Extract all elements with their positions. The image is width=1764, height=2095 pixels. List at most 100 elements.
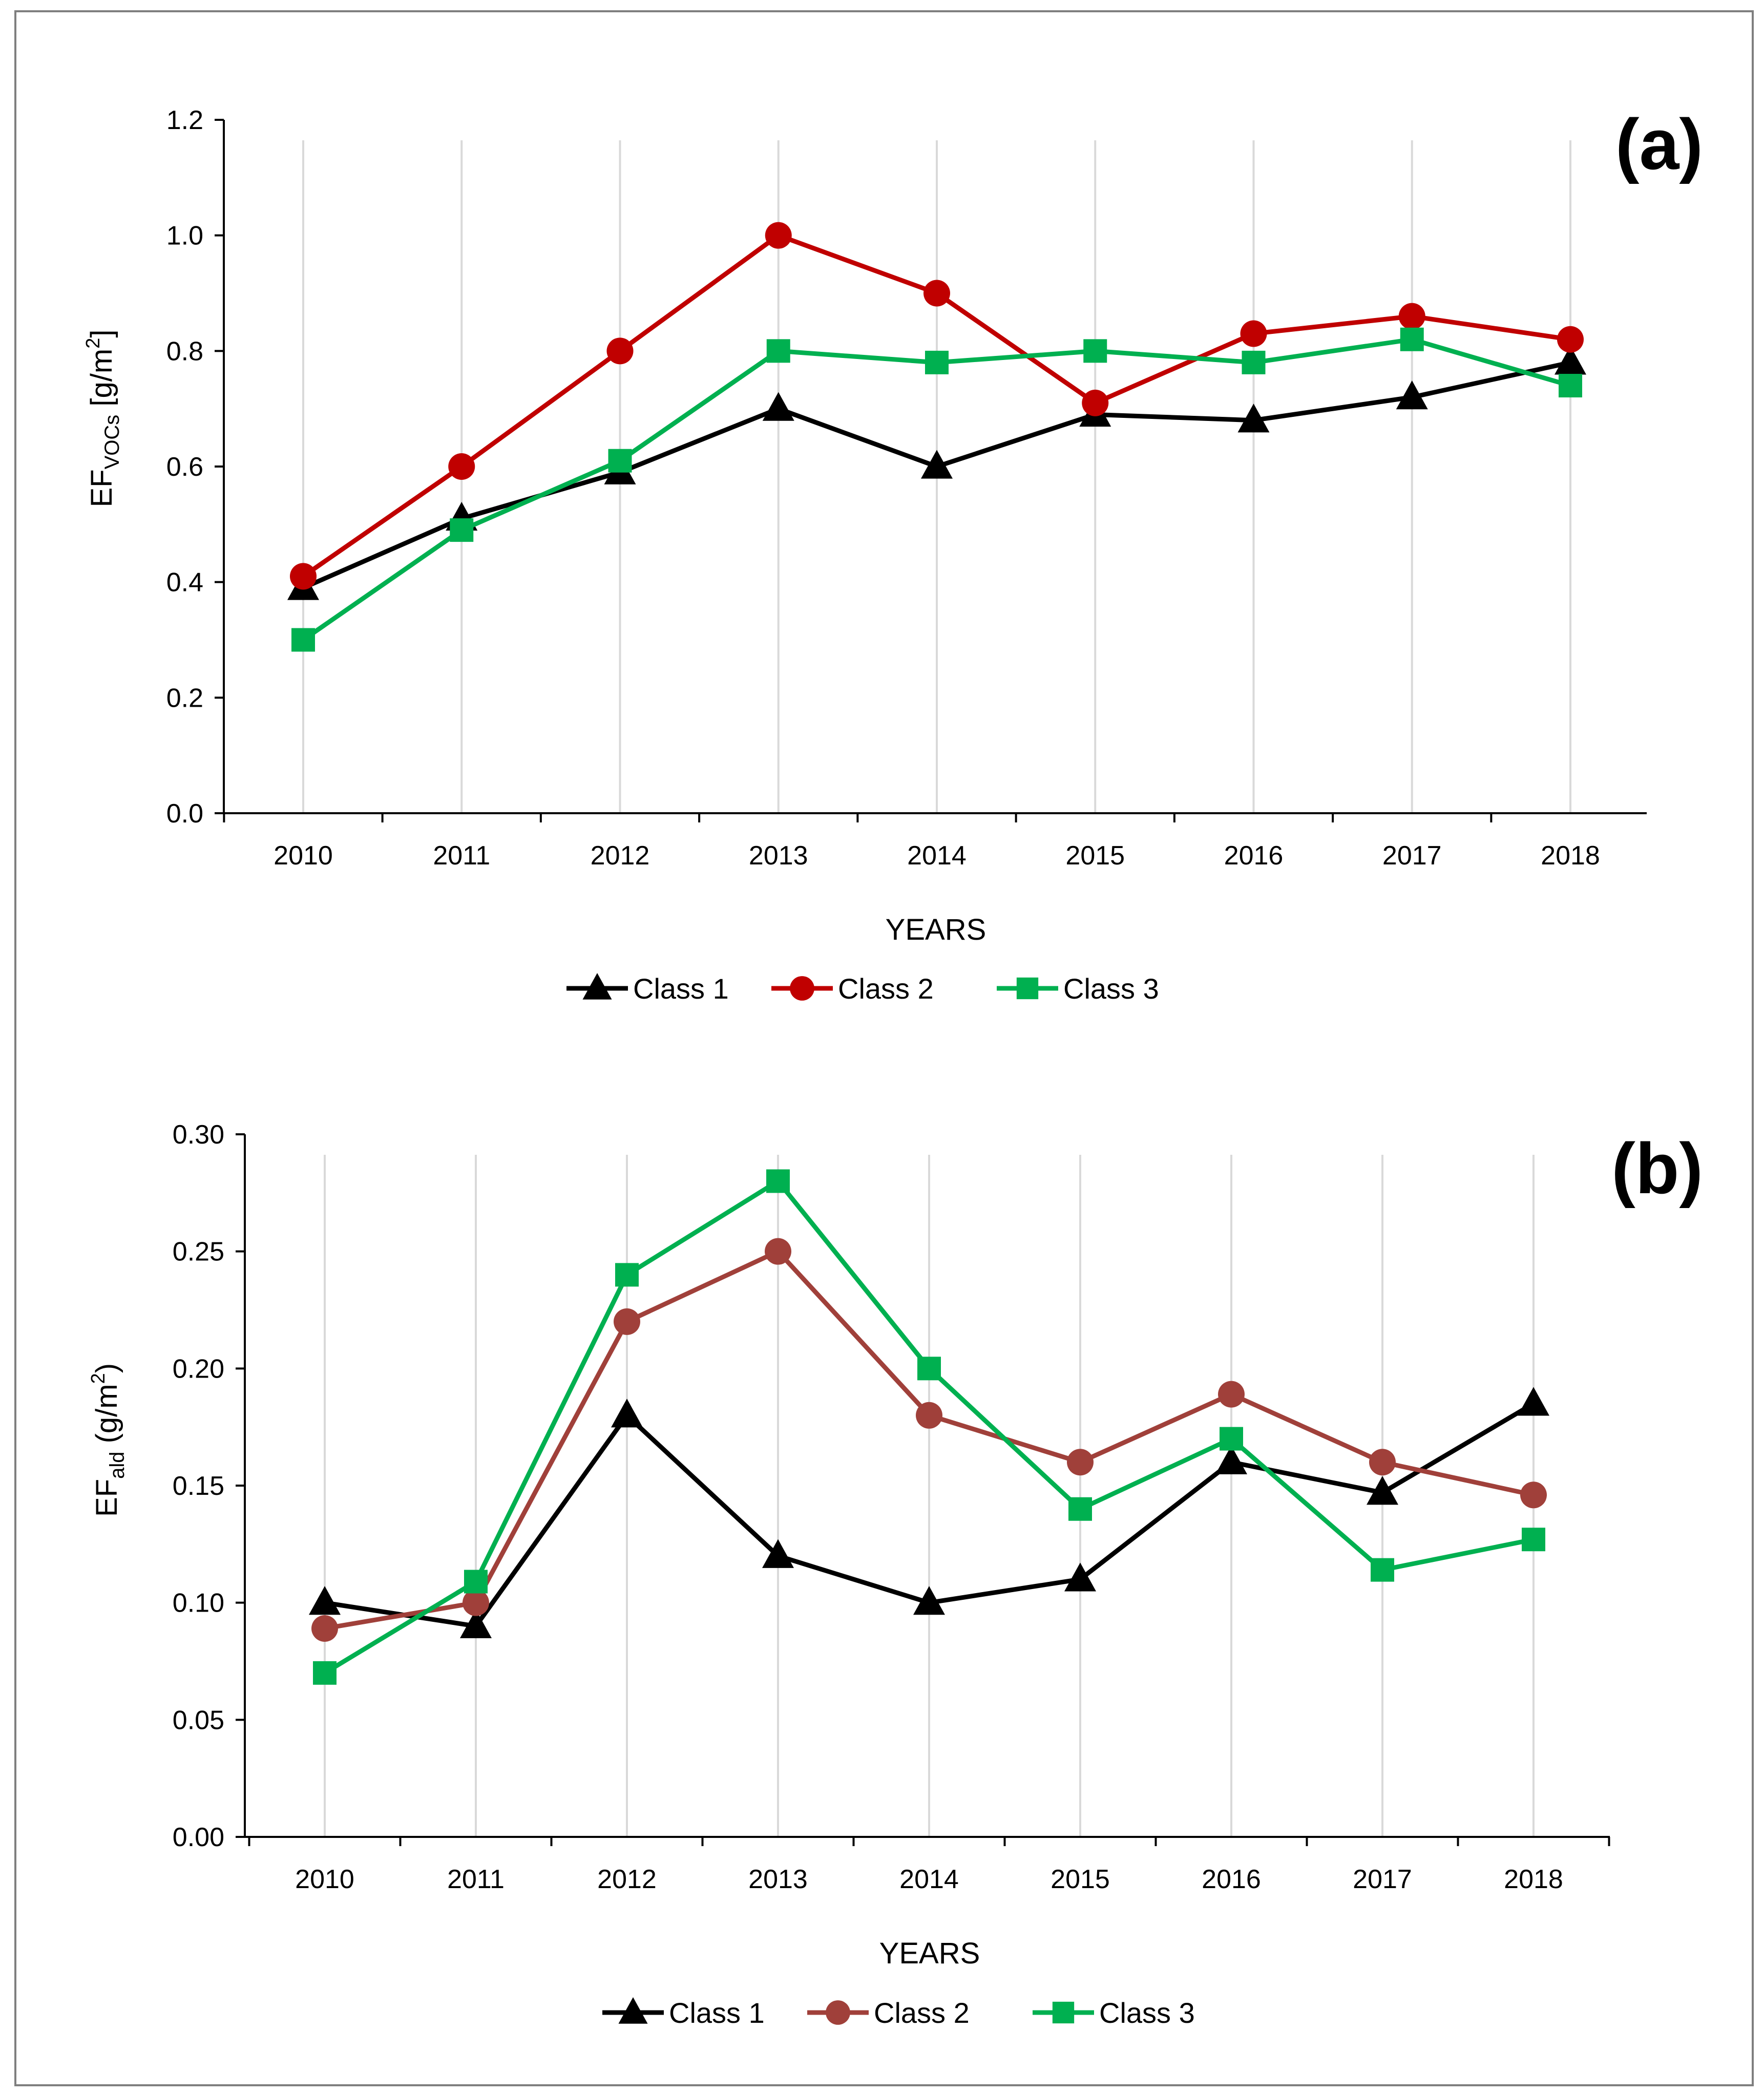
- chart-a-series-2-point: [1082, 389, 1109, 416]
- chart-b-series-1-point: [913, 1586, 945, 1615]
- chart-a-x-tick-label: 2017: [1382, 841, 1442, 871]
- chart-a-series-2-point: [290, 563, 317, 590]
- chart-a-series-1-point: [1555, 346, 1586, 375]
- chart-b-series-1-point: [1518, 1387, 1549, 1416]
- chart-a-y-tick-label: 0.6: [166, 452, 203, 482]
- chart-a-series-3-point: [608, 449, 632, 473]
- chart-b-series-3-point: [1068, 1497, 1092, 1521]
- chart-a-y-tick-label: 1.2: [166, 105, 203, 135]
- chart-b-y-ticks: 0.00 0.05 0.10 0.15 0.20 0.25 0.30: [173, 1120, 245, 1852]
- chart-a-legend-swatch-marker: [582, 973, 612, 1000]
- chart-b-series-2-point: [1218, 1381, 1245, 1408]
- chart-a-x-tick-label: 2011: [433, 841, 490, 871]
- chart-a-y-tick-label: 1.0: [166, 221, 203, 251]
- chart-b-series-1-point: [762, 1539, 794, 1568]
- chart-a-series: [287, 222, 1586, 652]
- chart-b-x-tick-label: 2012: [597, 1865, 657, 1894]
- chart-b-series-1-point: [460, 1609, 492, 1639]
- chart-a-y-tick-label: 0.0: [166, 799, 203, 829]
- chart-b-series-2-point: [1520, 1482, 1547, 1509]
- chart-b-legend-label: Class 1: [669, 1997, 765, 2029]
- chart-b-y-tick-label: 0.30: [173, 1120, 224, 1150]
- chart-b-legend-swatch-marker: [826, 2000, 850, 2025]
- chart-a-series-1-point: [762, 392, 794, 421]
- chart-a-x-tick-label: 2018: [1541, 841, 1600, 871]
- chart-a-x-axis-title: YEARS: [886, 913, 986, 946]
- chart-a-y-tick-label: 0.2: [166, 683, 203, 713]
- chart-b-y-tick-label: 0.05: [173, 1705, 224, 1735]
- chart-a-y-ticks: 0.0 0.2 0.4 0.6 0.8 1.0 1.2: [166, 105, 224, 829]
- chart-a-x-tick-label: 2015: [1065, 841, 1125, 871]
- chart-a-legend-label: Class 1: [633, 972, 729, 1005]
- chart-b-series-3-point: [766, 1169, 790, 1193]
- chart-a-x-tick-label: 2016: [1224, 841, 1284, 871]
- chart-b-x-tick-label: 2011: [447, 1865, 505, 1894]
- chart-b-legend: Class 1 Class 2 Class 3: [602, 1997, 1195, 2029]
- chart-b-series: [309, 1169, 1549, 1685]
- chart-a-y-axis-title: EFVOCs [g/m2]: [82, 330, 123, 507]
- chart-b: 0.00 0.05 0.10 0.15 0.20 0.25 0.30 2010 2011 201…: [88, 1120, 1703, 2029]
- chart-b-x-tick-label: 2010: [295, 1865, 354, 1894]
- chart-b-series-3-point: [1220, 1427, 1243, 1451]
- chart-b-series-1-point: [1064, 1562, 1096, 1592]
- chart-b-y-tick-label: 0.10: [173, 1589, 224, 1618]
- chart-b-x-ticks: 2010 2011 2012 2013 2014 2015 2016 2017 2018: [248, 1837, 1610, 1894]
- chart-b-series-2-point: [765, 1238, 791, 1265]
- chart-b-series-3-point: [1371, 1558, 1394, 1582]
- chart-b-series-3-point: [1522, 1528, 1545, 1552]
- chart-b-y-tick-label: 0.15: [173, 1471, 224, 1501]
- chart-a-series-2-point: [923, 280, 950, 307]
- chart-b-series-3-point: [313, 1661, 337, 1685]
- chart-b-series-1-point: [611, 1399, 643, 1428]
- chart-b-x-tick-label: 2017: [1353, 1865, 1412, 1894]
- chart-b-series-3-point: [464, 1570, 488, 1594]
- chart-a-series-3-point: [291, 628, 315, 652]
- chart-b-y-tick-label: 0.00: [173, 1823, 224, 1852]
- chart-a-series-3-point: [1083, 339, 1107, 363]
- chart-b-x-tick-label: 2018: [1504, 1865, 1563, 1894]
- chart-b-series-2-point: [916, 1402, 942, 1429]
- chart-b-series-2-point: [1067, 1449, 1094, 1476]
- chart-a-y-tick-label: 0.8: [166, 336, 203, 366]
- chart-a-series-3-point: [1559, 374, 1582, 398]
- chart-a-series-2-point: [1398, 303, 1425, 330]
- chart-a-series-3-point: [450, 518, 474, 542]
- chart-b-y-tick-label: 0.20: [173, 1354, 224, 1384]
- chart-b-y-axis-title: EFald (g/m2): [88, 1363, 129, 1517]
- chart-b-series-2-point: [614, 1308, 640, 1335]
- chart-a-panel-label: (a): [1615, 104, 1703, 184]
- chart-b-x-tick-label: 2013: [748, 1865, 808, 1894]
- chart-b-series-3-point: [917, 1357, 941, 1381]
- chart-b-legend-swatch-marker: [618, 1997, 648, 2024]
- chart-b-x-axis-title: YEARS: [879, 1937, 980, 1970]
- chart-b-legend-label: Class 2: [874, 1997, 970, 2029]
- chart-a-series-1-point: [1237, 404, 1270, 433]
- chart-a-x-tick-label: 2012: [591, 841, 650, 871]
- chart-a-series-3-point: [766, 339, 790, 363]
- chart-b-x-tick-label: 2016: [1202, 1865, 1261, 1894]
- chart-b-x-tick-label: 2014: [899, 1865, 959, 1894]
- chart-a: 0.00.20.40.60.81.01.2 2010 2011 2012 2013 20…: [82, 104, 1703, 1005]
- chart-a-series-3-point: [1400, 327, 1424, 351]
- chart-a-legend-label: Class 2: [838, 972, 934, 1005]
- chart-b-series-2-point: [463, 1589, 489, 1616]
- chart-a-series-2-point: [448, 453, 475, 480]
- chart-b-series-1-point: [1215, 1445, 1247, 1474]
- chart-a-series-1-point: [1396, 380, 1428, 410]
- figure-border: [14, 10, 1754, 2086]
- chart-a-legend-label: Class 3: [1063, 972, 1159, 1005]
- chart-b-legend-label: Class 3: [1099, 1997, 1195, 2029]
- chart-b-panel-label: (b): [1611, 1128, 1703, 1209]
- chart-b-series-2-point: [1369, 1449, 1396, 1476]
- chart-a-series-2-point: [1557, 326, 1584, 353]
- chart-a-series-2-point: [606, 337, 634, 365]
- chart-b-series-2-point: [311, 1615, 338, 1642]
- chart-a-series-2-point: [765, 222, 792, 249]
- chart-a-legend-swatch-marker: [790, 976, 814, 1001]
- chart-b-series-1-point: [1367, 1476, 1398, 1505]
- chart-a-series-3-point: [925, 350, 949, 374]
- chart-a-x-tick-label: 2010: [274, 841, 333, 871]
- chart-a-x-tick-label: 2013: [749, 841, 808, 871]
- chart-b-y-tick-label: 0.25: [173, 1237, 224, 1267]
